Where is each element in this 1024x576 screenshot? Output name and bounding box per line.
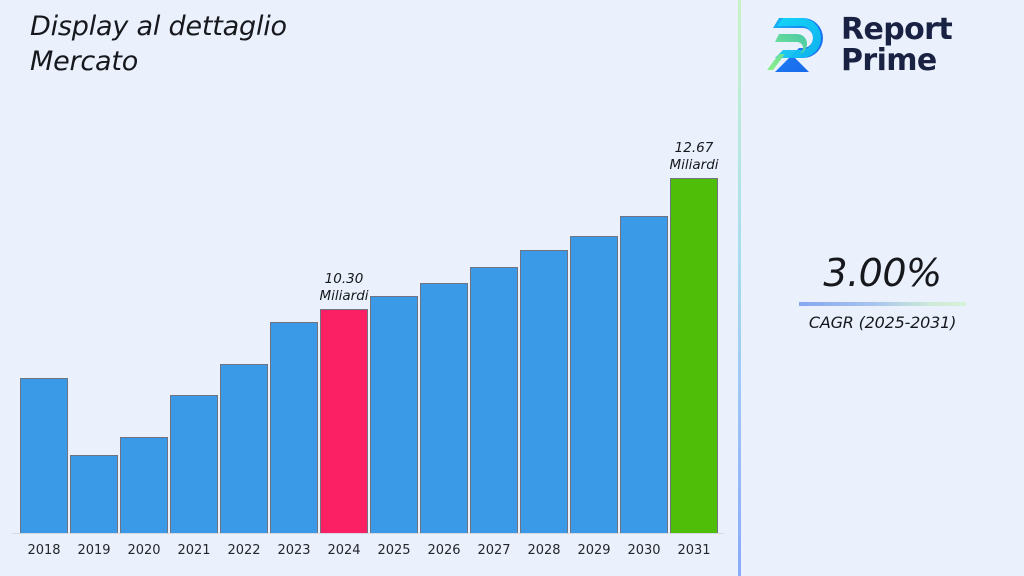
bar-value-label-2031: 12.67 Miliardi <box>669 140 719 173</box>
x-tick-2021: 2021 <box>177 543 211 558</box>
bar-rect-2018[interactable] <box>20 378 68 533</box>
cagr-block: 3.00% CAGR (2025-2031) <box>741 251 1024 332</box>
bar-2020[interactable] <box>120 437 168 533</box>
logo[interactable]: Report Prime <box>765 11 953 78</box>
bar-2030[interactable] <box>620 216 668 533</box>
x-tick-2020: 2020 <box>127 543 161 558</box>
bar-2023[interactable] <box>270 322 318 533</box>
bar-rect-2026[interactable] <box>420 283 468 533</box>
cagr-value: 3.00% <box>823 251 942 295</box>
x-tick-2024: 2024 <box>327 543 361 558</box>
x-tick-2022: 2022 <box>227 543 261 558</box>
x-tick-2019: 2019 <box>77 543 111 558</box>
bar-rect-2028[interactable] <box>520 250 568 533</box>
bar-value-label-2024: 10.30 Miliardi <box>319 271 369 304</box>
x-tick-2023: 2023 <box>277 543 311 558</box>
bar-2026[interactable] <box>420 283 468 533</box>
bar-rect-2021[interactable] <box>170 395 218 533</box>
x-tick-2025: 2025 <box>377 543 411 558</box>
x-tick-2030: 2030 <box>627 543 661 558</box>
page-title: Display al dettaglio Mercato <box>30 11 287 77</box>
bar-rect-2029[interactable] <box>570 236 618 533</box>
bar-rect-2030[interactable] <box>620 216 668 533</box>
x-tick-2018: 2018 <box>27 543 61 558</box>
bar-rect-2031[interactable] <box>670 178 718 533</box>
x-tick-2028: 2028 <box>527 543 561 558</box>
branding-panel: Report Prime 3.00% CAGR (2025-2031) <box>741 0 1024 576</box>
x-tick-2026: 2026 <box>427 543 461 558</box>
bar-2024[interactable]: 10.30 Miliardi <box>319 271 369 533</box>
bar-chart: 10.30 Miliardi 12.67 Miliardi 2018 2019 202… <box>12 140 724 558</box>
bar-2021[interactable] <box>170 395 218 533</box>
bar-2025[interactable] <box>370 296 418 533</box>
chart-panel: Display al dettaglio Mercato 10.30 Milia… <box>12 11 724 558</box>
bar-rect-2023[interactable] <box>270 322 318 533</box>
x-tick-2027: 2027 <box>477 543 511 558</box>
cagr-divider-rule <box>799 301 966 306</box>
bar-rect-2025[interactable] <box>370 296 418 533</box>
bar-rect-2022[interactable] <box>220 364 268 533</box>
bar-2027[interactable] <box>470 267 518 533</box>
bar-2018[interactable] <box>20 378 68 533</box>
x-axis-line <box>12 533 724 534</box>
bar-2028[interactable] <box>520 250 568 533</box>
bar-rect-2027[interactable] <box>470 267 518 533</box>
panel-divider <box>738 0 741 576</box>
bar-rect-2024[interactable] <box>320 309 368 533</box>
report-prime-monogram-icon <box>765 12 829 78</box>
bar-2029[interactable] <box>570 236 618 533</box>
bar-rect-2020[interactable] <box>120 437 168 533</box>
x-tick-2031: 2031 <box>677 543 711 558</box>
brand-name: Report Prime <box>841 11 953 78</box>
bar-2019[interactable] <box>70 455 118 533</box>
x-tick-2029: 2029 <box>577 543 611 558</box>
cagr-caption: CAGR (2025-2031) <box>808 312 957 332</box>
bar-2031[interactable]: 12.67 Miliardi <box>669 140 719 533</box>
bar-rect-2019[interactable] <box>70 455 118 533</box>
bar-2022[interactable] <box>220 364 268 533</box>
